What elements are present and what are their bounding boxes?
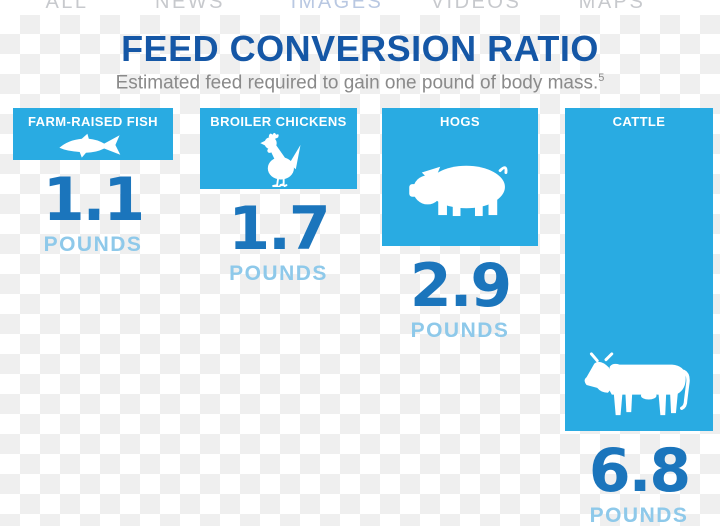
unit-label: POUNDS <box>229 262 328 285</box>
value-farm-raised-fish: 1.1 <box>42 165 145 235</box>
footnote-marker: 5 <box>598 72 605 84</box>
bar-hogs: HOGS <box>382 108 538 246</box>
chart-subtitle-text: Estimated feed required to gain one poun… <box>115 72 599 94</box>
value-hogs: 2.9 <box>409 251 512 321</box>
bar-label: HOGS <box>440 114 480 129</box>
feed-conversion-infographic[interactable]: FEED CONVERSION RATIO Estimated feed req… <box>0 14 720 526</box>
tab-all[interactable]: ALL <box>45 0 89 13</box>
chart-subtitle: Estimated feed required to gain one poun… <box>0 72 720 94</box>
bar-label: BROILER CHICKENS <box>210 114 347 129</box>
bar-farm-raised-fish: FARM-RAISED FISH <box>13 108 173 160</box>
value-cattle: 6.8 <box>588 436 691 506</box>
value-broiler-chickens: 1.7 <box>228 194 330 264</box>
bar-column-broiler-chickens: BROILER CHICKENS 1.7 POUNDS <box>200 108 357 286</box>
tab-news[interactable]: NEWS <box>155 0 225 13</box>
unit-label: POUNDS <box>589 504 689 526</box>
chicken-icon <box>200 129 357 189</box>
bar-label: CATTLE <box>612 114 666 129</box>
bar-column-farm-raised-fish: FARM-RAISED FISH 1.1 POUNDS <box>13 108 173 257</box>
tab-images[interactable]: IMAGES <box>290 0 384 13</box>
pig-icon <box>382 129 538 246</box>
unit-label: POUNDS <box>43 233 143 256</box>
bar-cattle: CATTLE <box>565 108 713 431</box>
bar-broiler-chickens: BROILER CHICKENS <box>200 108 357 189</box>
unit-label: POUNDS <box>410 319 510 342</box>
bar-column-hogs: HOGS 2.9 POUNDS <box>382 108 538 343</box>
fish-icon <box>13 129 173 160</box>
bar-column-cattle: CATTLE 6.8 POUNDS <box>565 108 713 526</box>
bar-label: FARM-RAISED FISH <box>28 114 158 129</box>
tab-videos[interactable]: VIDEOS <box>430 0 522 13</box>
tab-maps[interactable]: MAPS <box>578 0 646 13</box>
results-nav: ALL NEWS IMAGES VIDEOS MAPS <box>0 0 720 15</box>
cow-icon <box>565 129 713 431</box>
chart-title: FEED CONVERSION RATIO <box>121 28 599 69</box>
